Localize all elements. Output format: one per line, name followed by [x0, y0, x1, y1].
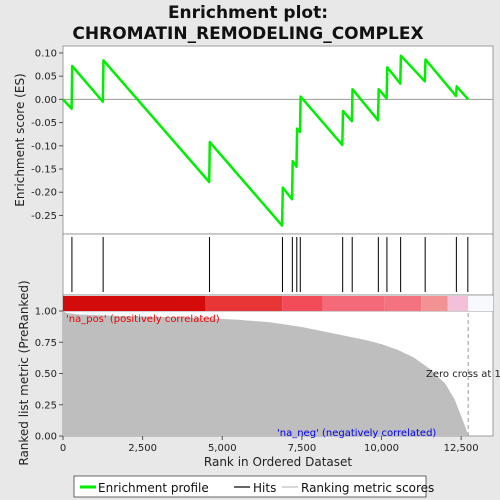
ranking-band-segment [468, 296, 493, 311]
enrichment-profile-line [62, 54, 470, 227]
es-panel [62, 45, 494, 235]
metric-xtick-label: 0 [60, 443, 66, 454]
es-ytick-label: 0.10 [35, 48, 57, 59]
metric-ytick-label: 0.25 [35, 400, 57, 411]
metric-ytick-label: 0.00 [35, 432, 57, 443]
chart-title-line1: Enrichment plot: [168, 3, 328, 23]
legend: Enrichment profile Hits Ranking metric s… [73, 475, 434, 498]
metric-ytick-label: 1.00 [35, 307, 57, 318]
ranking-band-segment [421, 296, 448, 311]
es-ytick-label: -0.15 [31, 165, 57, 176]
chart-title-line2: CHROMATIN_REMODELING_COMPLEX [72, 24, 423, 44]
es-ytick-label: -0.05 [31, 118, 57, 129]
metric-plot: 0.00 0.25 0.50 0.75 1.00 0 2,500 5,000 7,500 10,0… [35, 307, 500, 455]
es-ytick-label: -0.10 [31, 141, 57, 152]
legend-ranking-label: Ranking metric scores [301, 481, 434, 495]
metric-xtick-label: 7,500 [288, 443, 317, 454]
metric-xtick-label: 12,500 [444, 443, 479, 454]
metric-area [63, 311, 469, 436]
metric-ytick-label: 0.50 [35, 369, 57, 380]
metric-xtick-label: 5,000 [208, 443, 237, 454]
legend-enrichment-label: Enrichment profile [98, 481, 209, 495]
metric-axis-label: Ranked list metric (PreRanked) [17, 280, 31, 465]
es-plot: 0.10 0.05 0.00 -0.05 -0.10 -0.15 -0.20 -0.25 [31, 48, 493, 227]
es-axis-label: Enrichment score (ES) [13, 73, 27, 206]
ranking-band-segment [447, 296, 469, 311]
ranking-band [63, 296, 493, 311]
es-ytick-label: -0.25 [31, 211, 57, 222]
hits-panel [62, 233, 494, 296]
ranking-band-segment [384, 296, 422, 311]
zero-cross-label: Zero cross at 12720 [426, 369, 500, 380]
ranking-band-segment [205, 296, 283, 311]
ranking-band-segment [322, 296, 385, 311]
ranking-band-segment [63, 296, 206, 311]
es-ytick-label: 0.00 [35, 95, 57, 106]
es-ytick-label: 0.05 [35, 72, 57, 83]
metric-xtick-label: 10,000 [364, 443, 399, 454]
metric-ytick-label: 0.75 [35, 338, 57, 349]
ranking-band-segment [282, 296, 323, 311]
es-ytick-label: -0.20 [31, 188, 57, 199]
hits-plot [71, 237, 469, 292]
pos-correlated-label: 'na_pos' (positively correlated) [66, 314, 220, 325]
legend-hits-label: Hits [253, 481, 276, 495]
neg-correlated-label: 'na_neg' (negatively correlated) [277, 428, 436, 439]
x-axis-label: Rank in Ordered Dataset [204, 455, 352, 469]
metric-xtick-label: 2,500 [128, 443, 157, 454]
